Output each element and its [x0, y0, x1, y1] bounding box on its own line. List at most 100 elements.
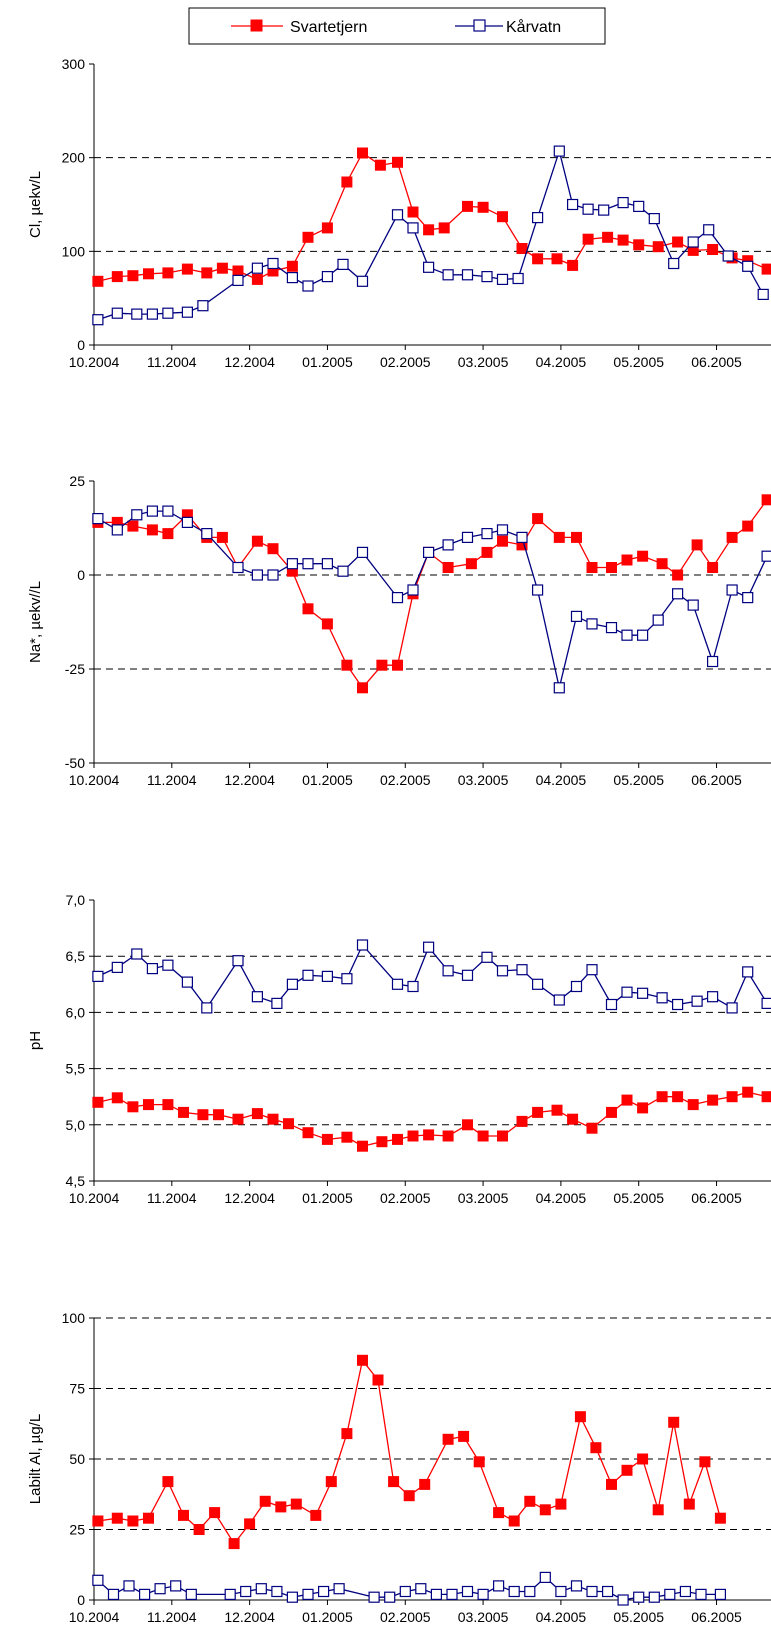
data-point-karvatn [251, 991, 263, 1003]
data-point-svartetjern [143, 1512, 154, 1524]
data-point-svartetjern [267, 1113, 279, 1125]
data-point-karvatn [302, 969, 314, 981]
x-tick-label: 02.2005 [380, 1609, 431, 1625]
data-point-svartetjern [761, 263, 771, 275]
data-point-svartetjern [321, 1133, 333, 1145]
data-point-karvatn [446, 1588, 458, 1601]
data-point-karvatn [553, 145, 565, 157]
x-tick-label: 05.2005 [613, 354, 664, 370]
data-point-karvatn [633, 200, 645, 212]
data-point-svartetjern [714, 1512, 726, 1524]
data-point-karvatn [430, 1588, 442, 1601]
series-line-karvatn [97, 510, 768, 688]
y-tick-label: 5,0 [66, 1117, 86, 1133]
data-point-svartetjern [621, 1094, 633, 1106]
data-point-karvatn [415, 1583, 427, 1595]
y-tick-label: 4,5 [66, 1173, 86, 1189]
series-line-svartetjern [97, 1358, 722, 1545]
data-point-karvatn [512, 272, 524, 285]
data-point-svartetjern [621, 554, 633, 566]
data-point-svartetjern [462, 200, 473, 212]
data-point-karvatn [652, 614, 664, 626]
data-point-svartetjern [216, 531, 228, 543]
data-point-karvatn [423, 941, 435, 953]
x-tick-label: 12.2004 [224, 1609, 275, 1625]
data-point-svartetjern [687, 1099, 699, 1111]
data-point-karvatn [656, 992, 668, 1004]
data-point-svartetjern [672, 1091, 684, 1103]
data-point-karvatn [337, 565, 349, 577]
data-point-svartetjern [656, 558, 668, 570]
data-point-karvatn [671, 588, 684, 600]
data-point-svartetjern [707, 1094, 719, 1106]
data-point-svartetjern [637, 1102, 649, 1114]
chart-3: 4,5 5,0 5,5 6,0 6,5 7,0 10.2004 11.2004 12.2004 0… [27, 892, 771, 1206]
data-point-karvatn [111, 307, 123, 319]
x-tick-label: 11.2004 [147, 1190, 197, 1206]
data-point-svartetjern [761, 1091, 771, 1103]
data-point-svartetjern [683, 1498, 695, 1510]
data-point-svartetjern [539, 1504, 551, 1516]
data-point-karvatn [742, 966, 754, 978]
data-point-karvatn [601, 1585, 614, 1598]
data-point-svartetjern [310, 1509, 322, 1521]
data-point-karvatn [181, 306, 193, 318]
x-tick-label: 03.2005 [458, 354, 509, 370]
data-point-svartetjern [193, 1524, 205, 1535]
data-point-karvatn [131, 308, 143, 320]
data-point-svartetjern [508, 1515, 520, 1527]
x-tick-label: 12.2004 [224, 354, 275, 370]
x-tick-label: 10.2004 [69, 354, 120, 370]
y-tick-label: 300 [62, 56, 86, 72]
data-point-karvatn [302, 1588, 314, 1601]
x-tick-label: 12.2004 [224, 772, 275, 788]
y-tick-label: -50 [65, 755, 85, 771]
x-tick-label: 06.2005 [691, 772, 742, 788]
data-point-svartetjern [146, 524, 158, 536]
data-point-svartetjern [392, 156, 403, 168]
data-point-karvatn [337, 258, 349, 270]
data-point-karvatn [146, 505, 158, 517]
data-point-svartetjern [251, 273, 263, 285]
data-point-karvatn [224, 1588, 236, 1601]
data-point-karvatn [742, 260, 754, 272]
data-point-karvatn [92, 970, 104, 983]
data-point-karvatn [742, 591, 754, 604]
x-tick-label: 01.2005 [302, 354, 353, 370]
x-tick-label: 10.2004 [69, 772, 120, 788]
y-tick-label: 100 [62, 243, 86, 259]
y-axis-title: Na*, µekv//L [27, 581, 44, 663]
data-point-svartetjern [477, 1130, 489, 1142]
data-point-svartetjern [465, 558, 477, 570]
data-point-svartetjern [127, 520, 139, 532]
data-point-karvatn [181, 976, 193, 988]
data-point-svartetjern [571, 531, 582, 543]
data-point-karvatn [703, 224, 715, 236]
data-point-svartetjern [555, 1498, 567, 1510]
data-point-karvatn [391, 209, 404, 221]
data-point-karvatn [255, 1583, 267, 1595]
data-point-karvatn [131, 948, 143, 960]
data-point-karvatn [586, 618, 598, 630]
data-point-svartetjern [590, 1442, 602, 1454]
x-tick-label: 03.2005 [458, 772, 509, 788]
data-point-karvatn [251, 569, 263, 581]
x-tick-label: 05.2005 [613, 772, 664, 788]
data-point-karvatn [461, 269, 474, 281]
data-point-karvatn [605, 621, 618, 634]
data-point-svartetjern [201, 267, 213, 279]
data-point-svartetjern [473, 1456, 485, 1468]
data-point-karvatn [586, 964, 598, 976]
data-point-svartetjern [162, 1476, 174, 1488]
legend-label-svartetjern: Svartetjern [290, 19, 367, 36]
data-point-karvatn [333, 1583, 345, 1595]
data-point-karvatn [232, 274, 244, 286]
data-point-svartetjern [656, 1091, 668, 1103]
x-tick-label: 10.2004 [69, 1609, 120, 1625]
data-point-svartetjern [162, 267, 174, 279]
data-point-karvatn [508, 1585, 520, 1598]
chart-2: -50 -25 0 25 10.2004 11.2004 12.2004 01.2005 02.… [27, 473, 771, 788]
data-point-karvatn [146, 962, 158, 975]
data-point-karvatn [461, 969, 474, 981]
